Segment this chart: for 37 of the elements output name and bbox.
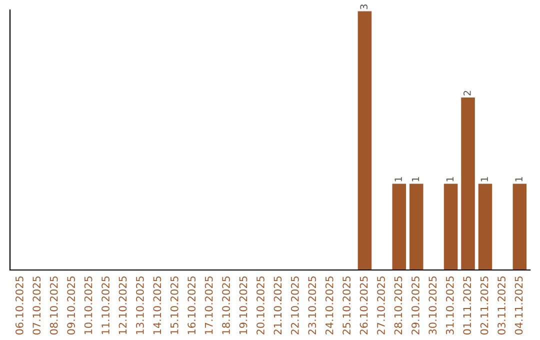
x-tick-label: 21.10.2025 (274, 276, 282, 334)
x-tick-label: 14.10.2025 (153, 276, 162, 334)
x-tick-label: 02.11.2025 (480, 276, 488, 335)
x-tick-label: 27.10.2025 (377, 276, 385, 334)
x-tick-label: 07.10.2025 (32, 276, 41, 335)
x-tick-label: 10.10.2025 (84, 276, 92, 334)
data-label: 1 (446, 177, 454, 182)
x-tick-label: 09.10.2025 (67, 276, 76, 335)
x-tick-label: 25.10.2025 (342, 276, 351, 334)
x-tick-label: 23.10.2025 (308, 276, 316, 334)
data-label: 1 (412, 177, 420, 182)
data-label: 2 (463, 90, 471, 96)
x-tick-label: 20.10.2025 (256, 276, 264, 334)
x-tick-label: 13.10.2025 (136, 276, 144, 334)
x-tick-label: 31.10.2025 (446, 276, 454, 334)
data-label: 3 (360, 4, 368, 10)
x-tick-label: 06.10.2025 (15, 276, 24, 335)
x-tick-label: 04.11.2025 (514, 276, 523, 335)
x-tick-label: 03.11.2025 (498, 276, 506, 335)
x-tick-label: 01.11.2025 (463, 276, 472, 335)
x-tick-label: 29.10.2025 (412, 276, 420, 334)
x-tick-label: 26.10.2025 (360, 276, 368, 334)
x-tick-label: 24.10.2025 (325, 276, 334, 334)
x-tick-label: 28.10.2025 (394, 276, 402, 334)
x-tick-label: 16.10.2025 (188, 276, 196, 334)
x-tick-label: 18.10.2025 (222, 276, 230, 334)
x-tick-label: 08.10.2025 (50, 276, 58, 335)
data-label: 1 (515, 177, 522, 182)
data-label: 1 (480, 177, 488, 182)
x-tick-label: 17.10.2025 (204, 276, 213, 334)
data-label: 1 (394, 177, 402, 182)
x-tick-label: 15.10.2025 (170, 276, 178, 334)
x-tick-label: 22.10.2025 (290, 276, 299, 334)
x-tick-label: 30.10.2025 (428, 276, 437, 334)
x-tick-label: 19.10.2025 (239, 276, 248, 334)
x-tick-label: 12.10.2025 (118, 276, 127, 334)
x-tick-label: 11.10.2025 (102, 276, 110, 334)
